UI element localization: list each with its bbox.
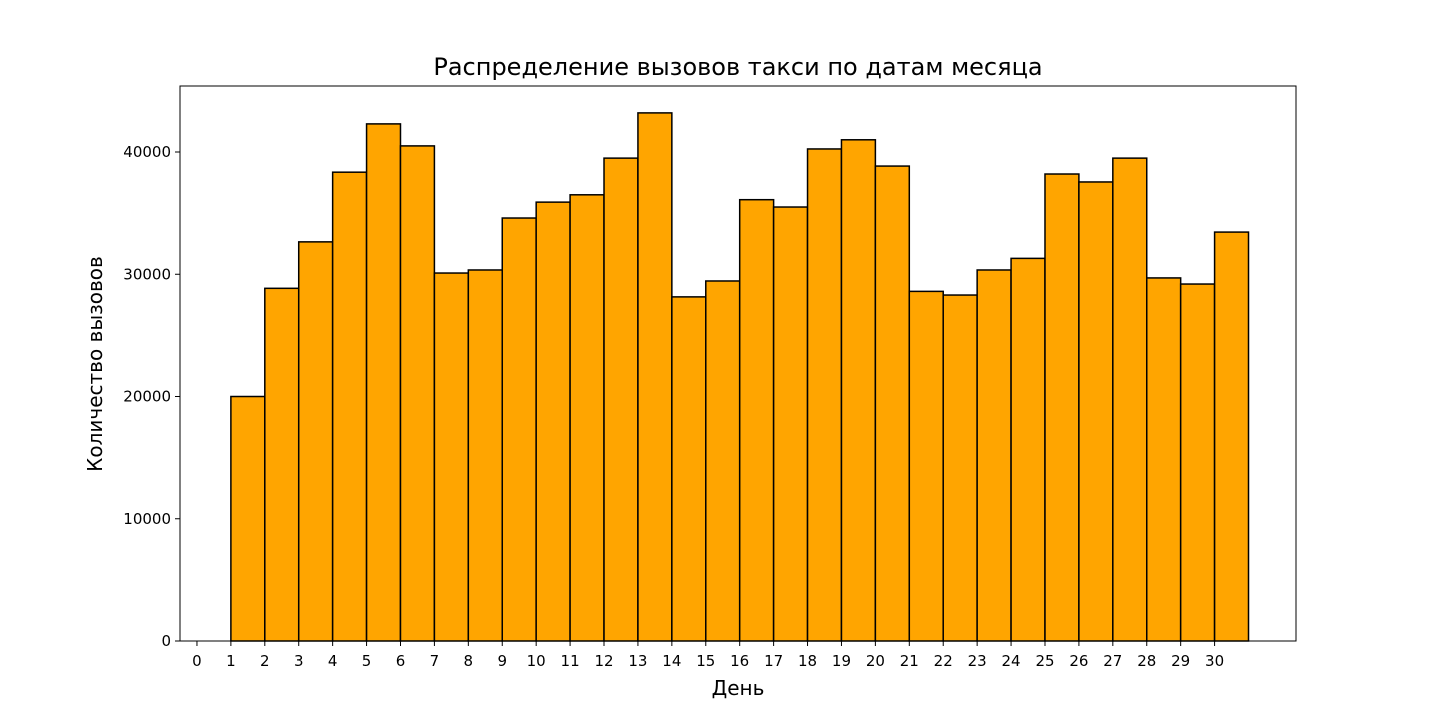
- y-tick-label: 0: [161, 632, 171, 650]
- x-tick-label: 12: [594, 652, 613, 670]
- bars-group: [230, 112, 1250, 642]
- x-tick-label: 11: [561, 652, 580, 670]
- bar-day-30: [1213, 231, 1250, 642]
- bar-day-27: [1112, 157, 1148, 642]
- x-tick-label: 15: [696, 652, 715, 670]
- bar-day-5: [365, 123, 402, 642]
- bar-day-26: [1078, 181, 1114, 642]
- x-tick-label: 19: [832, 652, 851, 670]
- x-tick-label: 2: [260, 652, 270, 670]
- x-axis-label: День: [712, 676, 765, 700]
- x-tick-label: 16: [730, 652, 749, 670]
- x-tick-label: 25: [1035, 652, 1054, 670]
- x-tick-label: 6: [396, 652, 406, 670]
- y-tick-label: 40000: [123, 143, 171, 161]
- y-tick-label: 10000: [123, 510, 171, 528]
- bar-day-6: [399, 145, 436, 642]
- bar-day-29: [1179, 283, 1216, 642]
- x-tick-label: 4: [328, 652, 338, 670]
- x-tick-label: 18: [798, 652, 817, 670]
- bar-day-11: [569, 194, 605, 642]
- x-tick-label: 21: [900, 652, 919, 670]
- y-axis: 0 10000 20000 30000 40000: [123, 143, 180, 650]
- bar-day-14: [671, 296, 707, 642]
- bar-day-18: [806, 148, 843, 642]
- x-tick-label: 26: [1069, 652, 1088, 670]
- bar-day-16: [738, 198, 775, 642]
- y-tick-label: 30000: [123, 265, 171, 283]
- x-axis: 0 1 2 3 4 5 6 7 8 9 10 11 12 13 14 15 16 17 18 19 20 21 22 23 24…: [192, 641, 1224, 670]
- x-tick-label: 22: [934, 652, 953, 670]
- bar-day-4: [331, 171, 368, 642]
- y-tick-label: 20000: [123, 388, 171, 406]
- x-tick-label: 14: [662, 652, 681, 670]
- bar-day-21: [908, 290, 944, 642]
- x-tick-label: 23: [968, 652, 987, 670]
- bar-day-12: [603, 157, 639, 642]
- bar-day-1: [230, 395, 266, 642]
- bar-day-24: [1010, 257, 1046, 642]
- x-tick-label: 1: [226, 652, 236, 670]
- bar-day-7: [433, 272, 470, 642]
- bar-day-9: [501, 217, 537, 642]
- x-tick-label: 24: [1002, 652, 1021, 670]
- bar-day-20: [874, 165, 911, 642]
- x-tick-label: 20: [866, 652, 885, 670]
- bar-day-23: [976, 269, 1012, 642]
- x-tick-label: 10: [527, 652, 546, 670]
- x-tick-label: 17: [764, 652, 783, 670]
- x-tick-label: 28: [1137, 652, 1156, 670]
- bar-day-19: [840, 139, 877, 642]
- x-tick-label: 9: [497, 652, 507, 670]
- x-tick-label: 0: [192, 652, 202, 670]
- bar-day-17: [772, 206, 809, 642]
- x-tick-label: 7: [430, 652, 440, 670]
- x-tick-label: 3: [294, 652, 304, 670]
- bar-day-22: [942, 294, 978, 642]
- y-axis-label: Количество вызовов: [83, 256, 107, 472]
- bar-day-10: [535, 201, 571, 642]
- x-tick-label: 5: [362, 652, 372, 670]
- x-tick-label: 29: [1171, 652, 1190, 670]
- x-tick-label: 8: [464, 652, 474, 670]
- chart-title: Распределение вызовов такси по датам мес…: [433, 53, 1042, 81]
- bar-day-3: [297, 241, 334, 642]
- x-tick-label: 13: [628, 652, 647, 670]
- bar-day-25: [1044, 173, 1080, 642]
- x-tick-label: 30: [1205, 652, 1224, 670]
- bar-day-8: [467, 269, 503, 642]
- bar-day-13: [637, 112, 673, 642]
- x-tick-label: 27: [1103, 652, 1122, 670]
- plot-area-frame: [179, 85, 1297, 642]
- bar-day-15: [705, 280, 741, 642]
- bar-day-28: [1145, 277, 1182, 642]
- bar-day-2: [264, 287, 300, 642]
